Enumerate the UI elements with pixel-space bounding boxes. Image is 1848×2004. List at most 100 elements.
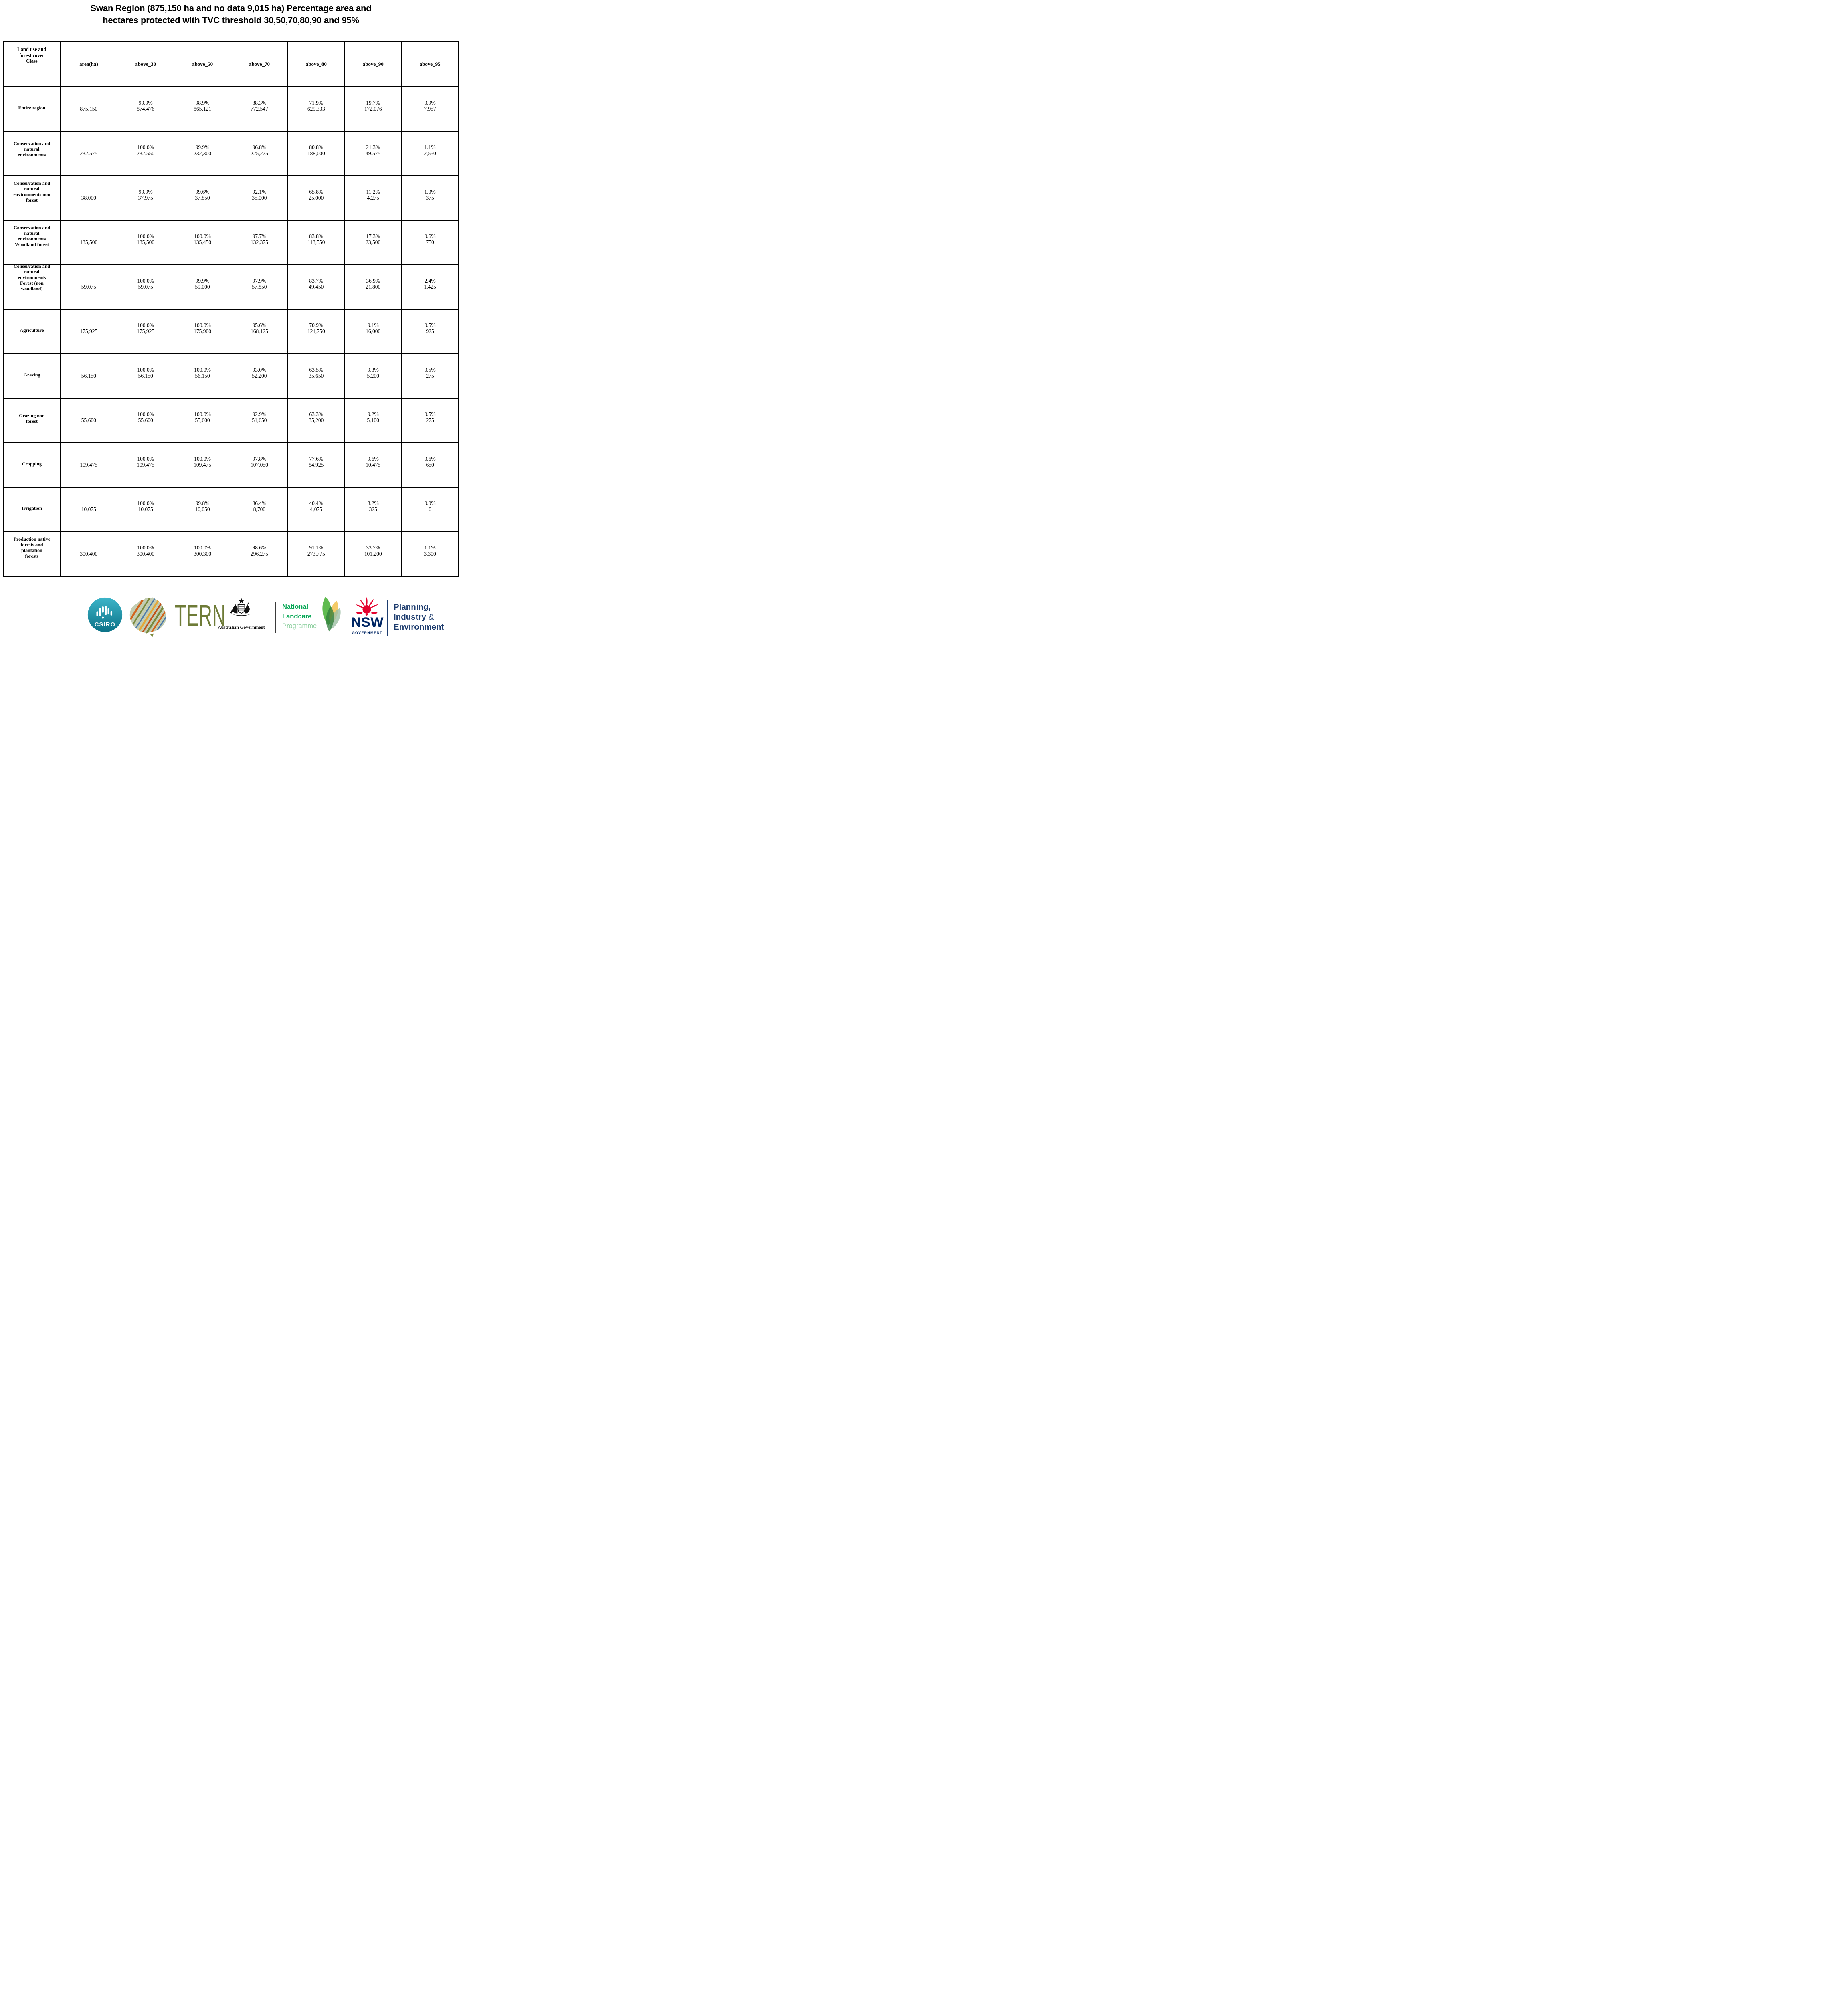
row-label: Conservation and natural environments [13,141,50,158]
area-value: 10,075 [81,506,96,512]
area-cell: 56,150 [60,353,117,399]
planning-wordmark: Planning, Industry & Environment [394,602,444,632]
area-cell: 109,475 [60,442,117,488]
threshold-values: 0.5% 275 [424,411,436,423]
header-label: above_90 [362,61,384,67]
area-cell: 55,600 [60,398,117,443]
threshold-values: 21.3% 49,575 [366,144,381,156]
threshold-values: 63.3% 35,200 [309,411,324,423]
threshold-values: 0.5% 925 [424,322,436,334]
threshold-cell: 100.0% 175,925 [117,309,174,354]
area-value: 875,150 [80,106,98,112]
nsw-label: NSW [351,615,384,630]
header-cell-above-30: above_30 [117,41,174,87]
table-row: Cropping 109,475 100.0% 109,475 100.0% 109,… [3,442,459,488]
table-row: Irrigation 10,075 100.0% 10,075 99.8% 10,05… [3,487,459,532]
row-label: Agriculture [20,327,44,333]
page-title: Swan Region (875,150 ha and no data 9,01… [0,2,462,26]
area-value: 135,500 [80,239,98,245]
threshold-cell: 65.8% 25,000 [287,175,345,221]
area-value: 59,075 [81,284,96,290]
threshold-values: 70.9% 124,750 [307,322,325,334]
area-cell: 232,575 [60,131,117,176]
threshold-cell: 91.1% 273,775 [287,531,345,577]
threshold-cell: 2.4% 1,425 [401,264,459,310]
threshold-cell: 0.6% 650 [401,442,459,488]
threshold-values: 97.8% 107,050 [251,456,268,468]
row-label: Cropping [22,461,42,467]
threshold-cell: 9.6% 10,475 [344,442,402,488]
threshold-cell: 97.8% 107,050 [230,442,288,488]
threshold-cell: 100.0% 109,475 [174,442,231,488]
threshold-cell: 1.0% 375 [401,175,459,221]
page: Swan Region (875,150 ha and no data 9,01… [0,0,462,640]
threshold-cell: 63.3% 35,200 [287,398,345,443]
threshold-cell: 40.4% 4,075 [287,487,345,532]
footer-divider-2 [387,600,388,636]
threshold-values: 100.0% 56,150 [137,367,154,379]
threshold-values: 1.1% 2,550 [424,144,436,156]
threshold-values: 100.0% 10,075 [137,500,154,512]
table-row: Conservation and natural environments Wo… [3,220,459,265]
threshold-values: 9.1% 16,000 [366,322,381,334]
australian-government-label: Australian Government [218,625,265,630]
area-cell: 875,150 [60,86,117,132]
threshold-values: 100.0% 300,400 [137,545,155,557]
table-row: Conservation and natural environments 232… [3,131,459,176]
header-label: above_30 [135,61,156,67]
area-value: 300,400 [80,551,98,557]
threshold-cell: 100.0% 59,075 [117,264,174,310]
threshold-values: 88.3% 772,547 [251,100,268,112]
header-label: above_80 [305,61,327,67]
threshold-values: 0.6% 650 [424,456,436,468]
threshold-cell: 99.9% 37,975 [117,175,174,221]
table-row: Entire region 875,150 99.9% 874,476 98.9% 8… [3,86,459,132]
row-label: Grazing non forest [19,413,45,424]
threshold-cell: 98.9% 865,121 [174,86,231,132]
threshold-cell: 11.2% 4,275 [344,175,402,221]
header-cell-above-95: above_95 [401,41,459,87]
landcare-line-3: Programme [282,622,317,630]
table-row: Conservation and natural environments Fo… [3,263,459,310]
row-label-cell: Irrigation [3,487,61,532]
threshold-values: 1.1% 3,300 [424,545,436,557]
threshold-values: 9.2% 5,100 [367,411,379,423]
landcare-wordmark: National Landcare Programme [282,602,317,631]
threshold-cell: 100.0% 232,550 [117,131,174,176]
threshold-cell: 99.9% 232,300 [174,131,231,176]
threshold-values: 19.7% 172,076 [364,100,382,112]
threshold-cell: 95.6% 168,125 [230,309,288,354]
area-value: 109,475 [80,462,98,468]
threshold-cell: 36.9% 21,800 [344,264,402,310]
title-line-1: Swan Region (875,150 ha and no data 9,01… [90,3,372,13]
threshold-values: 2.4% 1,425 [424,278,436,290]
threshold-cell: 98.6% 296,275 [230,531,288,577]
nsw-waratah-icon [355,597,378,616]
threshold-cell: 99.8% 10,050 [174,487,231,532]
threshold-values: 77.6% 84,925 [309,456,324,468]
row-label-cell: Cropping [3,442,61,488]
threshold-cell: 100.0% 300,400 [117,531,174,577]
threshold-cell: 100.0% 55,600 [174,398,231,443]
threshold-cell: 0.5% 925 [401,309,459,354]
threshold-cell: 70.9% 124,750 [287,309,345,354]
table-body: Entire region 875,150 99.9% 874,476 98.9% 8… [3,86,459,577]
threshold-cell: 77.6% 84,925 [287,442,345,488]
threshold-values: 0.0% 0 [424,500,436,512]
threshold-values: 98.6% 296,275 [251,545,268,557]
threshold-values: 65.8% 25,000 [309,189,324,201]
header-label: above_70 [249,61,270,67]
threshold-values: 80.8% 188,000 [307,144,325,156]
planning-line-3: Environment [394,622,444,632]
row-label-cell: Production native forests and plantation… [3,531,61,577]
threshold-values: 92.9% 51,650 [252,411,267,423]
nsw-government-label: GOVERNMENT [352,631,383,635]
row-label-cell: Grazing [3,353,61,399]
threshold-values: 9.3% 5,200 [367,367,379,379]
threshold-values: 11.2% 4,275 [366,189,380,201]
header-label: above_50 [192,61,213,67]
row-label-cell: Grazing non forest [3,398,61,443]
threshold-cell: 71.9% 629,333 [287,86,345,132]
area-value: 38,000 [81,195,96,201]
threshold-values: 100.0% 55,600 [194,411,211,423]
